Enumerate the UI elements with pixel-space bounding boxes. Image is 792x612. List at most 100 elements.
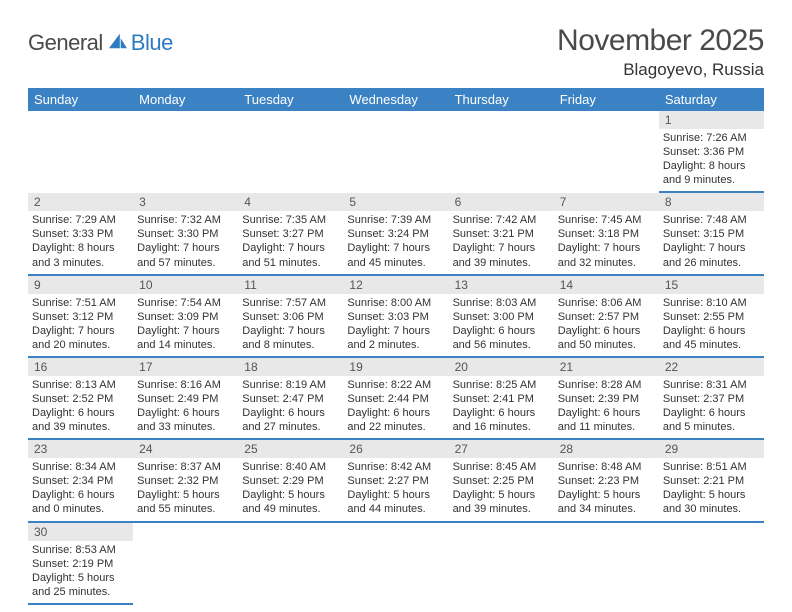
day-details: Sunrise: 8:34 AMSunset: 2:34 PMDaylight:… bbox=[28, 458, 133, 520]
day-number: 7 bbox=[554, 193, 659, 211]
sunrise-text: Sunrise: 8:53 AM bbox=[32, 543, 129, 557]
daylight-text: Daylight: 5 hours and 49 minutes. bbox=[242, 488, 339, 516]
weekday-header: Sunday bbox=[28, 88, 133, 111]
sunrise-text: Sunrise: 7:57 AM bbox=[242, 296, 339, 310]
calendar-week-row: 23Sunrise: 8:34 AMSunset: 2:34 PMDayligh… bbox=[28, 440, 764, 522]
sunrise-text: Sunrise: 8:48 AM bbox=[558, 460, 655, 474]
sunset-text: Sunset: 3:15 PM bbox=[663, 227, 760, 241]
sunrise-text: Sunrise: 7:32 AM bbox=[137, 213, 234, 227]
daylight-text: Daylight: 6 hours and 33 minutes. bbox=[137, 406, 234, 434]
calendar-cell: 6Sunrise: 7:42 AMSunset: 3:21 PMDaylight… bbox=[449, 193, 554, 275]
sunset-text: Sunset: 3:30 PM bbox=[137, 227, 234, 241]
calendar-cell: 18Sunrise: 8:19 AMSunset: 2:47 PMDayligh… bbox=[238, 358, 343, 440]
sunrise-text: Sunrise: 7:51 AM bbox=[32, 296, 129, 310]
day-cell: 21Sunrise: 8:28 AMSunset: 2:39 PMDayligh… bbox=[554, 358, 659, 440]
daylight-text: Daylight: 6 hours and 5 minutes. bbox=[663, 406, 760, 434]
day-cell: 3Sunrise: 7:32 AMSunset: 3:30 PMDaylight… bbox=[133, 193, 238, 275]
day-cell: 1Sunrise: 7:26 AMSunset: 3:36 PMDaylight… bbox=[659, 111, 764, 193]
day-cell: 17Sunrise: 8:16 AMSunset: 2:49 PMDayligh… bbox=[133, 358, 238, 440]
daylight-text: Daylight: 6 hours and 39 minutes. bbox=[32, 406, 129, 434]
sunset-text: Sunset: 2:52 PM bbox=[32, 392, 129, 406]
day-details: Sunrise: 8:19 AMSunset: 2:47 PMDaylight:… bbox=[238, 376, 343, 438]
daylight-text: Daylight: 8 hours and 3 minutes. bbox=[32, 241, 129, 269]
sunrise-text: Sunrise: 7:39 AM bbox=[347, 213, 444, 227]
day-details: Sunrise: 8:25 AMSunset: 2:41 PMDaylight:… bbox=[449, 376, 554, 438]
calendar-cell bbox=[659, 523, 764, 605]
sunset-text: Sunset: 3:36 PM bbox=[663, 145, 760, 159]
sunset-text: Sunset: 3:21 PM bbox=[453, 227, 550, 241]
day-details: Sunrise: 8:45 AMSunset: 2:25 PMDaylight:… bbox=[449, 458, 554, 520]
calendar-cell bbox=[133, 523, 238, 605]
calendar-cell: 28Sunrise: 8:48 AMSunset: 2:23 PMDayligh… bbox=[554, 440, 659, 522]
day-number: 13 bbox=[449, 276, 554, 294]
day-cell: 7Sunrise: 7:45 AMSunset: 3:18 PMDaylight… bbox=[554, 193, 659, 275]
day-details: Sunrise: 7:48 AMSunset: 3:15 PMDaylight:… bbox=[659, 211, 764, 273]
day-number: 24 bbox=[133, 440, 238, 458]
weekday-header: Tuesday bbox=[238, 88, 343, 111]
daylight-text: Daylight: 7 hours and 14 minutes. bbox=[137, 324, 234, 352]
day-details: Sunrise: 7:35 AMSunset: 3:27 PMDaylight:… bbox=[238, 211, 343, 273]
daylight-text: Daylight: 7 hours and 51 minutes. bbox=[242, 241, 339, 269]
day-details: Sunrise: 7:42 AMSunset: 3:21 PMDaylight:… bbox=[449, 211, 554, 273]
calendar-cell: 15Sunrise: 8:10 AMSunset: 2:55 PMDayligh… bbox=[659, 276, 764, 358]
daylight-text: Daylight: 6 hours and 50 minutes. bbox=[558, 324, 655, 352]
sunrise-text: Sunrise: 8:42 AM bbox=[347, 460, 444, 474]
day-number: 28 bbox=[554, 440, 659, 458]
day-number: 16 bbox=[28, 358, 133, 376]
sunset-text: Sunset: 2:49 PM bbox=[137, 392, 234, 406]
weekday-header: Thursday bbox=[449, 88, 554, 111]
sunset-text: Sunset: 2:41 PM bbox=[453, 392, 550, 406]
sunset-text: Sunset: 3:09 PM bbox=[137, 310, 234, 324]
day-cell bbox=[449, 523, 554, 601]
sunset-text: Sunset: 3:12 PM bbox=[32, 310, 129, 324]
day-details: Sunrise: 8:06 AMSunset: 2:57 PMDaylight:… bbox=[554, 294, 659, 356]
sunrise-text: Sunrise: 8:22 AM bbox=[347, 378, 444, 392]
calendar-body: 1Sunrise: 7:26 AMSunset: 3:36 PMDaylight… bbox=[28, 111, 764, 605]
sunrise-text: Sunrise: 7:48 AM bbox=[663, 213, 760, 227]
day-number: 2 bbox=[28, 193, 133, 211]
sunrise-text: Sunrise: 8:34 AM bbox=[32, 460, 129, 474]
day-details: Sunrise: 8:22 AMSunset: 2:44 PMDaylight:… bbox=[343, 376, 448, 438]
daylight-text: Daylight: 8 hours and 9 minutes. bbox=[663, 159, 760, 187]
day-details: Sunrise: 8:53 AMSunset: 2:19 PMDaylight:… bbox=[28, 541, 133, 603]
calendar-week-row: 16Sunrise: 8:13 AMSunset: 2:52 PMDayligh… bbox=[28, 358, 764, 440]
day-cell: 8Sunrise: 7:48 AMSunset: 3:15 PMDaylight… bbox=[659, 193, 764, 275]
sunrise-text: Sunrise: 8:31 AM bbox=[663, 378, 760, 392]
day-number: 30 bbox=[28, 523, 133, 541]
day-cell: 14Sunrise: 8:06 AMSunset: 2:57 PMDayligh… bbox=[554, 276, 659, 358]
day-cell: 29Sunrise: 8:51 AMSunset: 2:21 PMDayligh… bbox=[659, 440, 764, 522]
day-number: 19 bbox=[343, 358, 448, 376]
sunset-text: Sunset: 2:37 PM bbox=[663, 392, 760, 406]
weekday-header: Monday bbox=[133, 88, 238, 111]
sunset-text: Sunset: 2:23 PM bbox=[558, 474, 655, 488]
calendar-cell bbox=[238, 523, 343, 605]
day-number: 6 bbox=[449, 193, 554, 211]
day-details: Sunrise: 8:00 AMSunset: 3:03 PMDaylight:… bbox=[343, 294, 448, 356]
month-title: November 2025 bbox=[557, 24, 764, 58]
daylight-text: Daylight: 7 hours and 26 minutes. bbox=[663, 241, 760, 269]
calendar-cell: 25Sunrise: 8:40 AMSunset: 2:29 PMDayligh… bbox=[238, 440, 343, 522]
sunrise-text: Sunrise: 8:45 AM bbox=[453, 460, 550, 474]
day-number: 5 bbox=[343, 193, 448, 211]
day-cell: 6Sunrise: 7:42 AMSunset: 3:21 PMDaylight… bbox=[449, 193, 554, 275]
sunrise-text: Sunrise: 7:29 AM bbox=[32, 213, 129, 227]
day-cell bbox=[554, 111, 659, 189]
day-details: Sunrise: 7:51 AMSunset: 3:12 PMDaylight:… bbox=[28, 294, 133, 356]
daylight-text: Daylight: 5 hours and 39 minutes. bbox=[453, 488, 550, 516]
day-cell: 20Sunrise: 8:25 AMSunset: 2:41 PMDayligh… bbox=[449, 358, 554, 440]
day-details: Sunrise: 8:03 AMSunset: 3:00 PMDaylight:… bbox=[449, 294, 554, 356]
sunrise-text: Sunrise: 8:03 AM bbox=[453, 296, 550, 310]
sunset-text: Sunset: 2:32 PM bbox=[137, 474, 234, 488]
calendar-cell: 27Sunrise: 8:45 AMSunset: 2:25 PMDayligh… bbox=[449, 440, 554, 522]
sunset-text: Sunset: 3:24 PM bbox=[347, 227, 444, 241]
calendar-cell: 21Sunrise: 8:28 AMSunset: 2:39 PMDayligh… bbox=[554, 358, 659, 440]
day-cell: 27Sunrise: 8:45 AMSunset: 2:25 PMDayligh… bbox=[449, 440, 554, 522]
day-number: 10 bbox=[133, 276, 238, 294]
daylight-text: Daylight: 6 hours and 45 minutes. bbox=[663, 324, 760, 352]
day-number: 29 bbox=[659, 440, 764, 458]
day-number: 25 bbox=[238, 440, 343, 458]
sunset-text: Sunset: 3:06 PM bbox=[242, 310, 339, 324]
calendar-cell: 22Sunrise: 8:31 AMSunset: 2:37 PMDayligh… bbox=[659, 358, 764, 440]
day-cell: 30Sunrise: 8:53 AMSunset: 2:19 PMDayligh… bbox=[28, 523, 133, 605]
day-cell bbox=[554, 523, 659, 601]
